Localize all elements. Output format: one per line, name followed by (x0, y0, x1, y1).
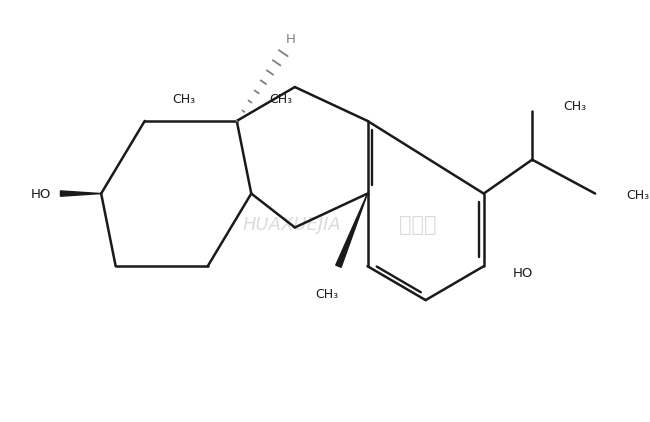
Text: H: H (286, 33, 296, 46)
Text: HO: HO (513, 268, 533, 281)
Text: CH₃: CH₃ (269, 93, 292, 106)
Polygon shape (336, 194, 367, 267)
Text: CH₃: CH₃ (315, 287, 339, 300)
Text: HUAXUEJIA: HUAXUEJIA (242, 216, 341, 233)
Text: CH₃: CH₃ (563, 100, 586, 113)
Text: CH₃: CH₃ (172, 93, 195, 106)
Polygon shape (60, 191, 101, 196)
Text: 化学加: 化学加 (399, 214, 437, 235)
Text: CH₃: CH₃ (626, 189, 649, 202)
Text: HO: HO (31, 188, 51, 201)
